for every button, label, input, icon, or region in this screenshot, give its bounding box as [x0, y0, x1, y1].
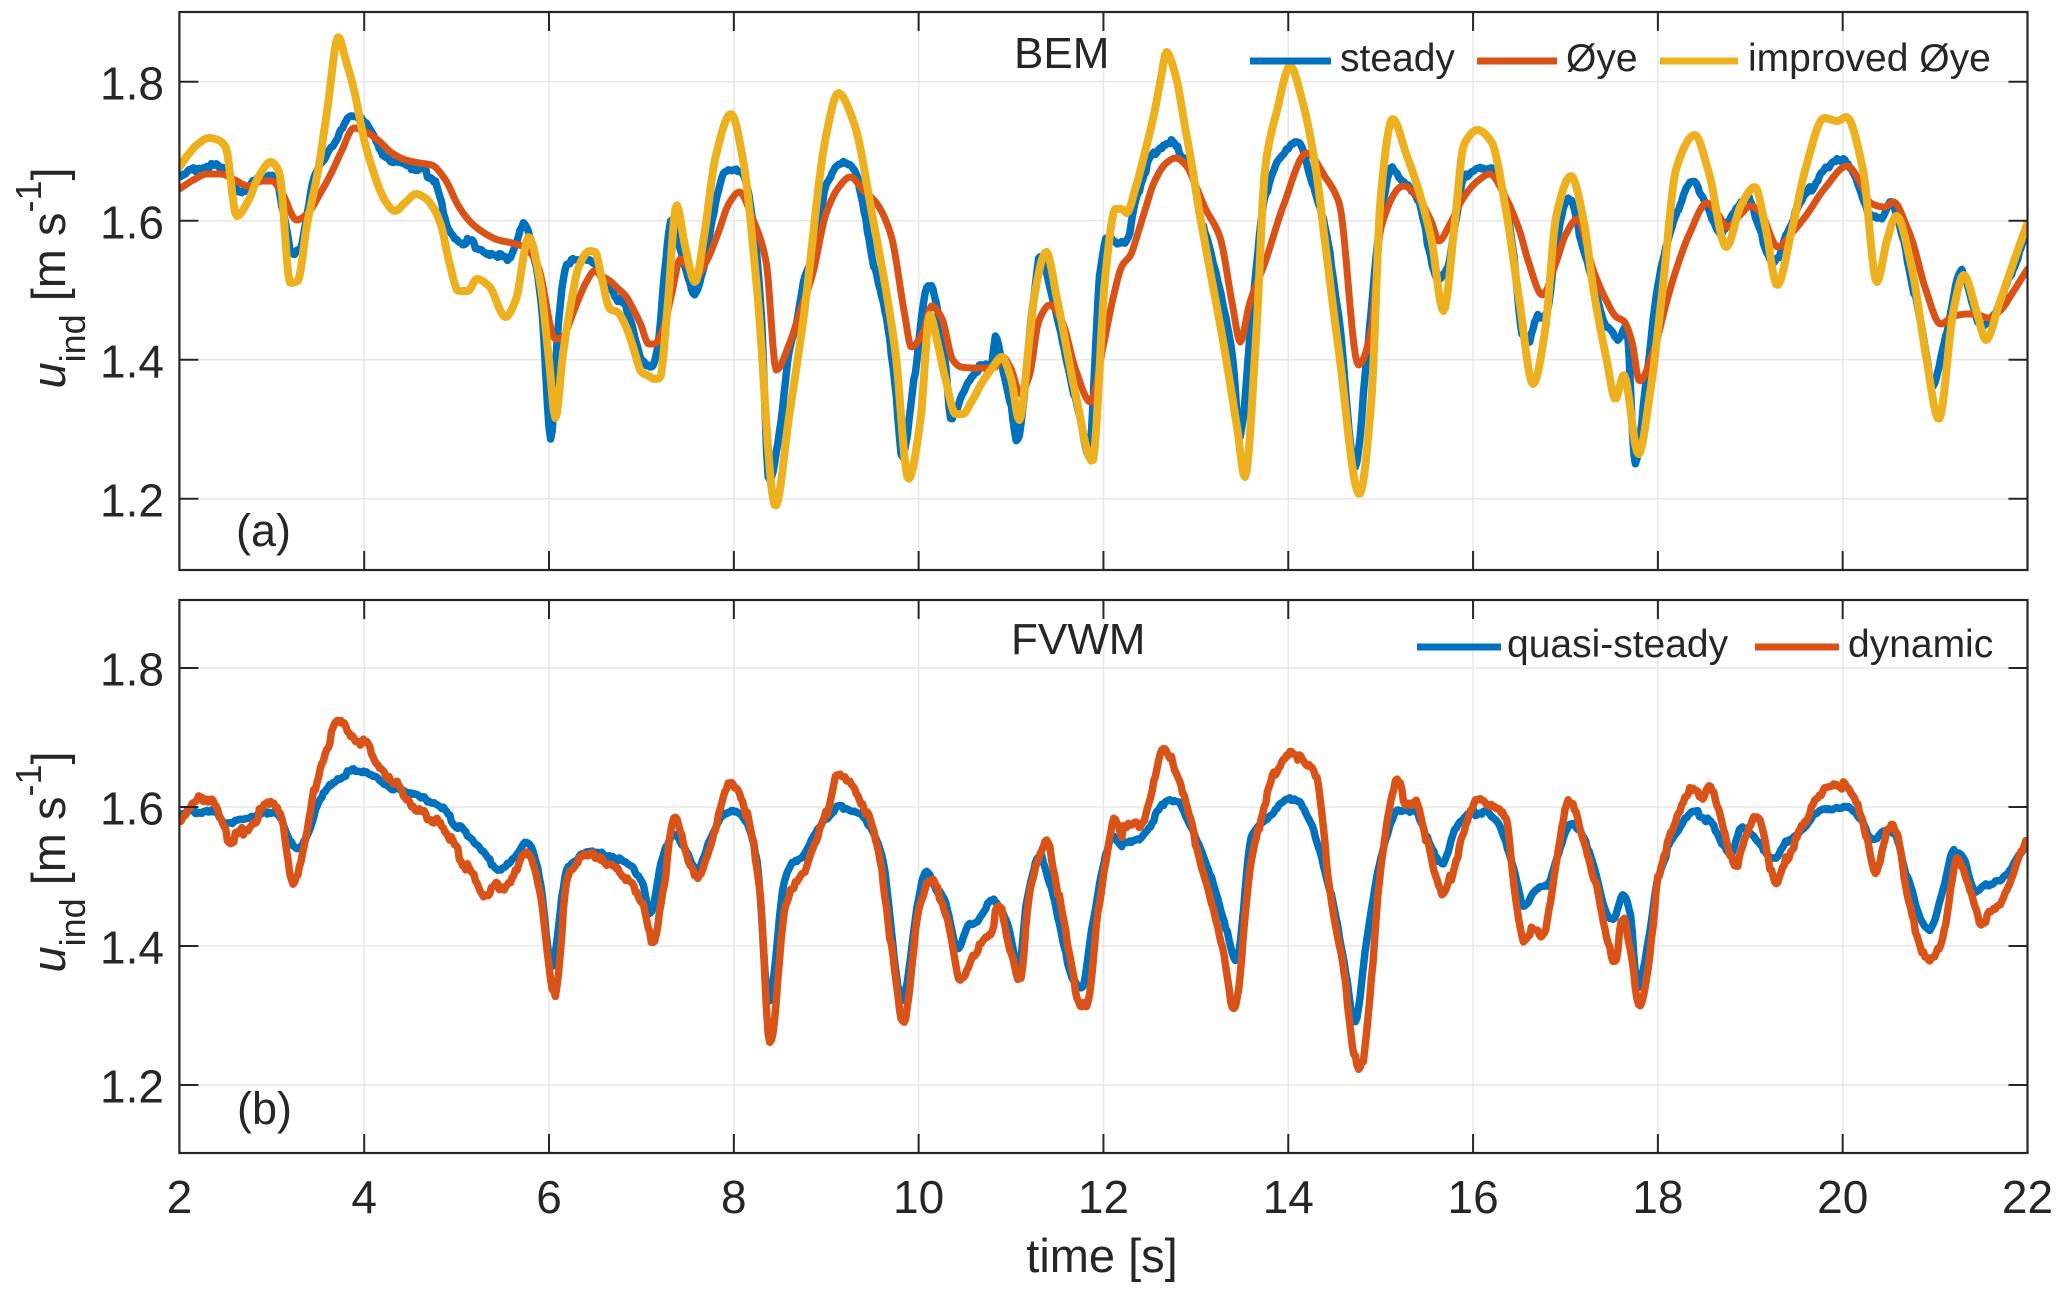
svg-text:1.8: 1.8: [100, 644, 164, 696]
svg-text:uind [m s-1]: uind [m s-1]: [8, 167, 93, 388]
svg-text:6: 6: [536, 1171, 562, 1223]
svg-text:14: 14: [1263, 1171, 1314, 1223]
svg-text:quasi-steady: quasi-steady: [1507, 623, 1729, 666]
svg-text:18: 18: [1632, 1171, 1683, 1223]
svg-text:20: 20: [1817, 1171, 1868, 1223]
svg-text:BEM: BEM: [1014, 29, 1109, 78]
svg-text:1.6: 1.6: [100, 783, 164, 835]
svg-text:FVWM: FVWM: [1011, 615, 1145, 664]
svg-text:Øye: Øye: [1566, 37, 1638, 80]
svg-text:(a): (a): [236, 505, 291, 556]
svg-text:1.6: 1.6: [100, 197, 164, 249]
svg-text:2: 2: [167, 1171, 193, 1223]
svg-text:1.4: 1.4: [100, 336, 164, 388]
svg-text:8: 8: [721, 1171, 747, 1223]
svg-text:1.2: 1.2: [100, 475, 164, 527]
svg-text:10: 10: [893, 1171, 944, 1223]
svg-text:4: 4: [351, 1171, 377, 1223]
svg-text:steady: steady: [1340, 37, 1455, 80]
svg-text:(b): (b): [237, 1083, 292, 1134]
svg-text:1.8: 1.8: [100, 58, 164, 110]
svg-text:16: 16: [1448, 1171, 1499, 1223]
svg-text:1.2: 1.2: [100, 1061, 164, 1113]
svg-text:dynamic: dynamic: [1848, 623, 1993, 666]
svg-text:1.4: 1.4: [100, 922, 164, 974]
svg-text:time [s]: time [s]: [1026, 1229, 1177, 1282]
svg-text:improved Øye: improved Øye: [1748, 37, 1991, 80]
svg-text:12: 12: [1078, 1171, 1129, 1223]
svg-text:uind [m s-1]: uind [m s-1]: [8, 751, 93, 972]
svg-text:22: 22: [2002, 1171, 2053, 1223]
